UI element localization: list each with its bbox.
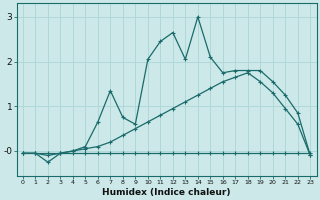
X-axis label: Humidex (Indice chaleur): Humidex (Indice chaleur) xyxy=(102,188,231,197)
